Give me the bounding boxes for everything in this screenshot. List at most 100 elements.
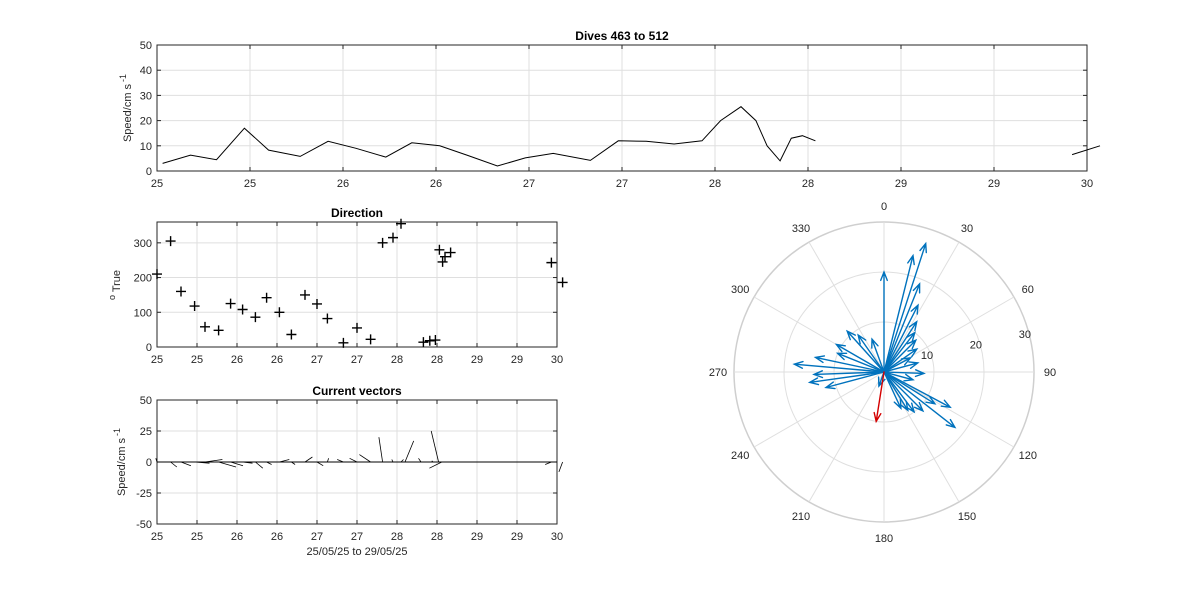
current-vector [558,461,563,473]
current-arrow [883,371,937,405]
current-arrow [883,338,918,373]
x-tick-label: 26 [271,531,283,543]
x-tick-label: 29 [511,531,523,543]
chart-title: Current vectors [312,384,402,398]
x-tick-label: 25 [151,178,163,190]
angle-label: 270 [709,367,727,379]
x-tick-label: 27 [351,531,363,543]
x-tick-label: 25 [191,531,203,543]
current-arrow [883,369,926,378]
current-vector [418,458,422,463]
direction-point [445,247,456,258]
current-arrow [883,371,909,412]
current-arrow [883,371,957,429]
current-arrow [792,360,885,373]
direction-point [396,218,406,229]
x-tick-label: 28 [391,531,403,543]
current-arrow [835,352,885,373]
direction-point [546,257,557,268]
y-tick-label: 40 [140,65,152,77]
x-tick-label: 27 [351,354,363,366]
direction-point [437,256,448,267]
x-tick-label: 27 [311,354,323,366]
current-vector [230,461,244,467]
direction-point [322,313,333,324]
direction-point [440,251,450,262]
direction-point [225,298,236,309]
chart-title: Direction [331,206,383,220]
x-tick-label: 29 [471,354,483,366]
y-tick-label: 0 [146,457,152,469]
current-arrow [883,331,916,373]
current-arrow [883,371,952,409]
x-tick-label: 27 [523,178,535,190]
angle-label: 180 [875,533,893,545]
current-arrow [871,337,885,373]
polar-spoke [883,371,960,503]
y-tick-label: 50 [140,40,152,52]
direction-point [312,298,322,309]
current-vector [242,461,253,464]
current-vector [155,458,158,463]
current-vector [327,458,329,463]
current-arrow [883,371,902,411]
direction-point [388,232,398,243]
x-tick-label: 27 [311,531,323,543]
y-axis-label-superscript: -1 [118,74,128,82]
x-tick-label: 25 [244,178,256,190]
current-arrow [883,320,918,373]
current-vector [400,459,404,463]
direction-point [200,321,210,332]
angle-label: 240 [731,450,749,462]
current-vector [429,461,442,469]
y-tick-label: 0 [146,166,152,178]
x-tick-label: 26 [271,354,283,366]
current-arrow [807,371,885,386]
y-axis-label-text: Speed/cm s [122,83,134,142]
direction-point [165,236,176,247]
current-vector [194,461,210,464]
radial-tick-label: 20 [970,340,982,352]
current-vector [430,430,439,463]
current-arrow [883,357,913,373]
radial-tick-label: 10 [921,350,933,362]
angle-label: 30 [961,223,973,235]
x-tick-label: 29 [895,178,907,190]
y-axis-label-text: Speed/cm s [116,437,128,496]
current-arrow [883,253,915,373]
direction-scatter-panel: 25 25 26 26 27 27 28 28 29 29 300100200300Directio… [107,206,568,366]
x-tick-label: 26 [231,354,243,366]
current-vector [545,461,552,465]
current-arrow [857,333,885,373]
x-tick-label: 26 [337,178,349,190]
current-arrow [880,270,888,373]
y-tick-label: 200 [134,273,152,285]
x-tick-label: 28 [802,178,814,190]
y-tick-label: -50 [136,519,152,531]
angle-label: 0 [881,201,887,213]
y-axis-label-text: True [111,270,123,292]
x-tick-label: 28 [431,531,443,543]
current-arrow [883,348,919,373]
y-axis-label: Speed/cm s-1 [118,74,134,142]
current-arrow [883,361,920,373]
direction-point [365,334,376,345]
direction-point [300,289,310,300]
current-vector [378,437,383,463]
current-arrow [813,355,885,373]
angle-label: 300 [731,284,749,296]
polar-spoke [883,296,1015,373]
x-tick-label: 27 [616,178,628,190]
angle-label: 60 [1022,284,1034,296]
current-vector [404,440,415,463]
current-vector [279,459,290,463]
y-tick-label: 100 [134,307,152,319]
y-axis-label: o True [107,270,123,300]
direction-point [557,277,568,288]
x-tick-label: 28 [709,178,721,190]
y-tick-label: 0 [146,342,152,354]
direction-point [418,337,429,348]
mean-current-arrow [873,371,885,424]
direction-point [250,312,261,323]
y-tick-label: 10 [140,141,152,153]
